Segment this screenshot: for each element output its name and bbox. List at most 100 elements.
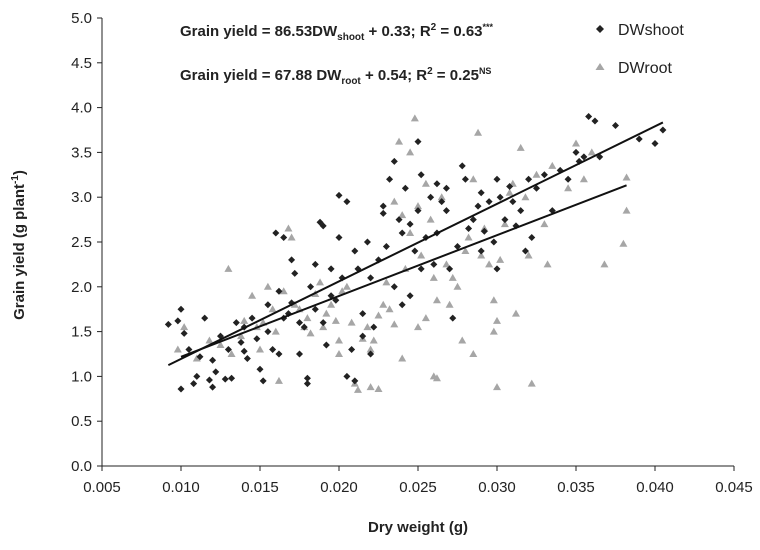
dwshoot-point bbox=[275, 287, 283, 295]
dwroot-point bbox=[205, 336, 214, 344]
dwshoot-point bbox=[414, 138, 422, 146]
dwroot-point bbox=[303, 314, 312, 322]
dwroot-point bbox=[379, 300, 388, 308]
dwroot-point bbox=[322, 309, 331, 317]
dwroot-point bbox=[489, 296, 498, 304]
dwroot-point bbox=[374, 311, 383, 319]
dwshoot-point bbox=[240, 347, 248, 355]
dwshoot-point bbox=[359, 332, 367, 340]
y-tick-label: 3.5 bbox=[71, 144, 92, 161]
dwshoot-point bbox=[580, 153, 588, 161]
x-tick-label: 0.045 bbox=[715, 479, 753, 496]
dwshoot-point bbox=[506, 182, 514, 190]
y-axis-title-tail: ) bbox=[11, 170, 28, 175]
eq-shoot-sub: shoot bbox=[337, 32, 365, 43]
dwroot-point bbox=[271, 327, 280, 335]
eq-root-r2: = 0.25 bbox=[433, 67, 479, 84]
dwroot-point bbox=[390, 320, 399, 328]
dwshoot-point bbox=[465, 225, 473, 233]
y-axis-title-main: Grain yield (g plant bbox=[11, 184, 28, 320]
dwshoot-point bbox=[177, 305, 185, 313]
dwshoot-point bbox=[485, 198, 493, 206]
dwshoot-point bbox=[528, 234, 536, 242]
dwshoot-point bbox=[659, 126, 667, 134]
dwroot-point bbox=[390, 197, 399, 205]
dwshoot-point bbox=[359, 310, 367, 318]
dwshoot-point bbox=[367, 350, 375, 358]
dwroot-point bbox=[448, 273, 457, 281]
eq-root-mid: + 0.54; R bbox=[361, 67, 427, 84]
dwshoot-point bbox=[390, 283, 398, 291]
dwshoot-point bbox=[307, 283, 315, 291]
dwroot-point bbox=[180, 323, 189, 331]
y-axis-title-sup: -1 bbox=[10, 175, 21, 184]
dwshoot-point bbox=[386, 175, 394, 183]
dwroot-point bbox=[256, 345, 264, 353]
dwroot-point bbox=[477, 251, 486, 259]
dwshoot-point bbox=[303, 374, 311, 382]
dwroot-point bbox=[500, 220, 509, 228]
dwroot-point bbox=[216, 341, 225, 349]
dwroot-point bbox=[505, 188, 514, 196]
legend: DWshoot DWroot bbox=[595, 22, 684, 77]
dwroot-point bbox=[382, 278, 391, 286]
dwroot-point bbox=[426, 215, 435, 223]
legend-dwroot-label: DWroot bbox=[618, 60, 672, 77]
dwroot-point bbox=[493, 316, 501, 324]
x-ticks: 0.005 0.010 0.015 0.020 0.025 0.030 0.035 0.040… bbox=[83, 466, 753, 496]
trendlines bbox=[167, 121, 664, 367]
dwroot-point bbox=[521, 193, 530, 201]
dwshoot-point bbox=[185, 346, 193, 354]
dwroot-point bbox=[227, 350, 236, 357]
x-tick-label: 0.010 bbox=[162, 479, 200, 496]
dwroot-point bbox=[489, 327, 498, 335]
dwroot-point bbox=[445, 300, 454, 308]
dwshoot-point bbox=[430, 260, 438, 268]
eq-root-sig: NS bbox=[479, 66, 492, 76]
dwroot-point bbox=[279, 287, 288, 295]
dwroot-point bbox=[453, 282, 462, 290]
dwroot-point bbox=[263, 282, 272, 290]
dwshoot-point bbox=[433, 180, 441, 188]
dwshoot-point bbox=[209, 383, 217, 391]
dwroot-point bbox=[540, 220, 549, 228]
dwshoot-point bbox=[525, 175, 533, 183]
dwshoot-point bbox=[490, 238, 498, 246]
dwroot-point bbox=[268, 305, 277, 313]
dwshoot-point bbox=[517, 207, 525, 215]
dwroot-point bbox=[274, 376, 283, 384]
x-tick-label: 0.015 bbox=[241, 479, 279, 496]
dwroot-point bbox=[290, 300, 299, 308]
dwroot-point bbox=[347, 318, 356, 326]
y-tick-label: 1.0 bbox=[71, 368, 92, 385]
dwshoot-point bbox=[411, 247, 419, 255]
dwshoot-point bbox=[493, 175, 501, 183]
dwroot-point bbox=[564, 184, 573, 192]
dwroot-point bbox=[619, 239, 628, 247]
dwshoot-point bbox=[269, 346, 277, 354]
dwroot-point bbox=[572, 139, 580, 147]
dwshoot-point bbox=[406, 292, 414, 300]
dwshoot-point bbox=[474, 202, 482, 210]
dwroot-point bbox=[366, 345, 375, 353]
dwroot-point bbox=[485, 260, 494, 268]
dwshoot-point bbox=[296, 319, 303, 327]
dwroot-point bbox=[474, 128, 483, 136]
eq-root-prefix: Grain yield = 67.88 DW bbox=[180, 67, 342, 84]
dwshoot-point bbox=[228, 374, 236, 382]
dwshoot-point bbox=[458, 162, 466, 170]
dwshoot-point bbox=[180, 329, 188, 337]
dwshoot-point bbox=[449, 314, 457, 322]
dwroot-point bbox=[406, 229, 415, 237]
y-axis-title: Grain yield (g plant-1) bbox=[10, 170, 28, 320]
dwroot-point bbox=[306, 329, 315, 337]
dwshoot-point bbox=[253, 335, 261, 343]
dwshoot-point bbox=[496, 193, 504, 201]
dwroot-point bbox=[248, 291, 257, 299]
dwshoot-point bbox=[322, 341, 330, 349]
dwroot-point bbox=[369, 336, 378, 344]
dwshoot-point bbox=[291, 269, 299, 277]
dwroot-point bbox=[496, 255, 505, 263]
dwroot-point bbox=[622, 206, 631, 214]
dwroot-trendline bbox=[180, 184, 627, 358]
